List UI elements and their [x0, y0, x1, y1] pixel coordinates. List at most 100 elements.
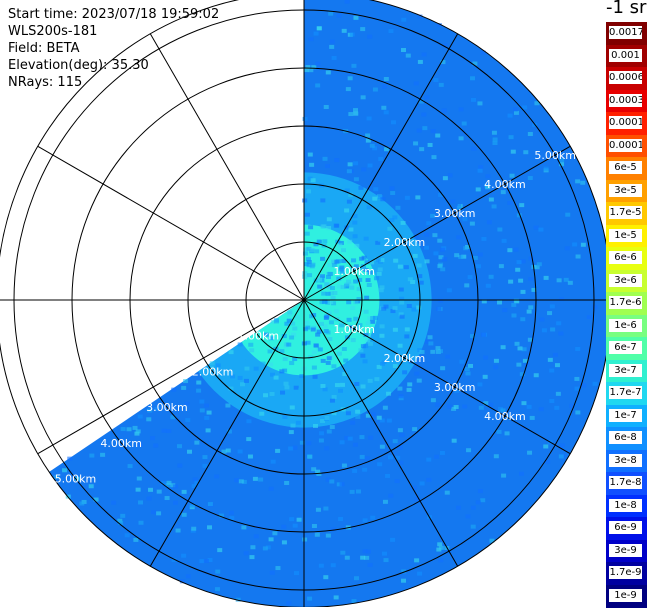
speckle: [437, 542, 443, 547]
speckle: [417, 14, 423, 19]
speckle: [279, 369, 285, 374]
speckle: [326, 226, 332, 231]
speckle: [379, 333, 385, 338]
speckle: [283, 381, 289, 386]
speckle: [421, 52, 427, 57]
speckle: [273, 408, 279, 413]
speckle: [331, 301, 337, 306]
speckle: [339, 440, 345, 445]
speckle: [327, 336, 333, 341]
speckle: [456, 205, 462, 210]
speckle: [554, 405, 560, 410]
speckle: [376, 415, 382, 420]
speckle: [438, 192, 444, 197]
speckle: [399, 314, 405, 319]
speckle: [397, 445, 403, 450]
speckle: [436, 23, 442, 28]
speckle: [313, 242, 319, 247]
speckle: [390, 191, 396, 196]
speckle: [225, 403, 231, 408]
speckle: [413, 235, 419, 240]
speckle: [378, 288, 384, 293]
speckle: [581, 383, 587, 388]
speckle: [426, 221, 432, 226]
speckle: [74, 476, 80, 481]
speckle: [416, 305, 422, 310]
speckle: [458, 136, 464, 141]
speckle: [329, 479, 335, 484]
speckle: [132, 425, 138, 430]
speckle: [401, 17, 407, 22]
speckle: [512, 107, 518, 112]
colorbar-label: 0.0006: [609, 71, 642, 84]
speckle: [324, 416, 330, 421]
speckle: [333, 595, 339, 600]
colorbar-label: 1.7e-7: [609, 386, 642, 399]
speckle: [239, 382, 245, 387]
speckle: [390, 309, 396, 314]
speckle: [262, 546, 268, 551]
speckle: [367, 270, 373, 275]
speckle: [377, 238, 383, 243]
speckle: [475, 264, 481, 269]
speckle: [501, 473, 507, 478]
speckle: [316, 26, 322, 31]
speckle: [360, 27, 366, 32]
speckle: [453, 405, 459, 410]
speckle: [451, 406, 457, 411]
speckle: [281, 334, 287, 339]
speckle: [397, 386, 403, 391]
speckle: [355, 414, 361, 419]
speckle: [353, 576, 359, 581]
speckle: [437, 238, 443, 243]
speckle: [214, 474, 220, 479]
speckle: [336, 284, 342, 289]
speckle: [249, 555, 255, 560]
speckle: [521, 401, 527, 406]
speckle: [435, 402, 441, 407]
speckle: [547, 311, 553, 316]
speckle: [388, 29, 394, 34]
speckle: [360, 555, 366, 560]
speckle: [310, 327, 316, 332]
speckle: [558, 297, 564, 302]
colorbar-label: 3e-5: [609, 183, 642, 197]
speckle: [229, 368, 235, 373]
speckle: [403, 279, 409, 284]
speckle: [480, 498, 486, 503]
speckle: [390, 537, 396, 542]
speckle: [442, 257, 448, 262]
speckle: [352, 442, 358, 447]
speckle: [153, 443, 159, 448]
speckle: [308, 68, 314, 73]
speckle: [306, 189, 312, 194]
speckle: [347, 162, 353, 167]
speckle: [558, 454, 564, 459]
instrument-text: WLS200s-181: [8, 24, 98, 39]
speckle: [156, 489, 162, 494]
speckle: [179, 579, 185, 584]
speckle: [293, 571, 299, 576]
speckle: [365, 321, 371, 326]
speckle: [334, 223, 340, 228]
speckle: [565, 212, 571, 217]
speckle: [477, 101, 483, 106]
speckle: [336, 276, 342, 281]
speckle: [382, 551, 388, 556]
speckle: [526, 309, 532, 314]
speckle: [292, 523, 298, 528]
speckle: [388, 493, 394, 498]
speckle: [310, 262, 316, 267]
speckle: [194, 440, 200, 445]
speckle: [529, 415, 535, 420]
speckle: [364, 456, 370, 461]
speckle: [267, 349, 273, 354]
speckle: [365, 138, 371, 143]
speckle: [177, 463, 183, 468]
speckle: [398, 396, 404, 401]
speckle: [217, 548, 223, 553]
speckle: [148, 487, 154, 492]
speckle: [289, 335, 295, 340]
speckle: [306, 246, 312, 251]
speckle: [375, 240, 381, 245]
